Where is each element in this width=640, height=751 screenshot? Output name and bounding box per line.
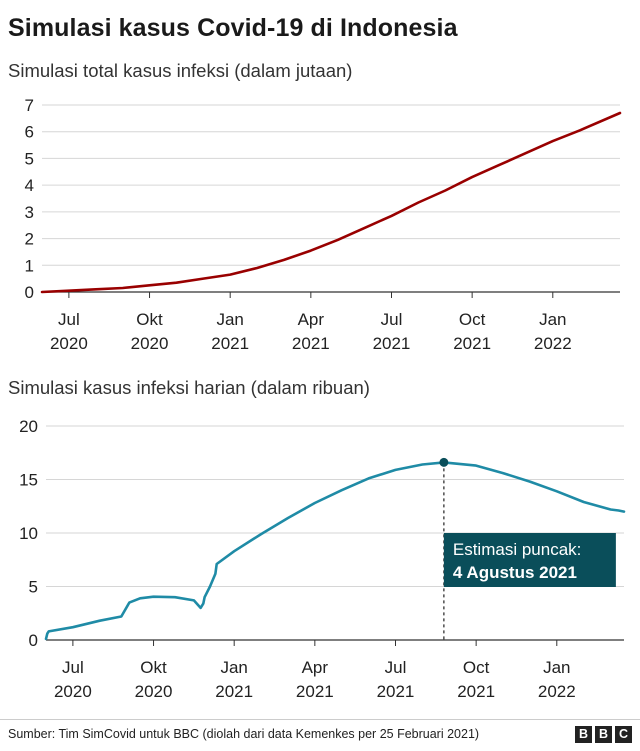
x-tick-label: Apr <box>298 310 325 329</box>
annotation-box <box>443 533 616 587</box>
x-tick-year: 2021 <box>377 682 415 701</box>
y-tick-label: 5 <box>25 149 34 168</box>
annotation-label: Estimasi puncak: <box>453 540 581 559</box>
x-tick-label: Jul <box>385 658 407 677</box>
x-tick-label: Jul <box>381 310 403 329</box>
x-tick-label: Okt <box>140 658 167 677</box>
x-tick-year: 2022 <box>534 334 572 353</box>
y-tick-label: 6 <box>25 123 34 142</box>
x-tick-year: 2021 <box>453 334 491 353</box>
total-cases-gridlines <box>42 104 620 293</box>
total-cases-subtitle: Simulasi total kasus infeksi (dalam juta… <box>8 60 353 81</box>
x-tick-year: 2022 <box>538 682 576 701</box>
x-tick-label: Jan <box>216 310 243 329</box>
daily-cases-series <box>44 461 626 641</box>
x-tick-year: 2020 <box>50 334 88 353</box>
daily-cases-subtitle: Simulasi kasus infeksi harian (dalam rib… <box>8 377 370 398</box>
y-tick-label: 0 <box>25 283 34 302</box>
bbc-logo: B B C <box>575 726 632 743</box>
x-tick-year: 2021 <box>211 334 249 353</box>
logo-letter: C <box>615 726 632 743</box>
y-tick-label: 10 <box>19 524 38 543</box>
y-tick-label: 0 <box>29 631 38 650</box>
x-tick-year: 2021 <box>373 334 411 353</box>
y-tick-label: 4 <box>25 176 34 195</box>
x-tick-label: Jan <box>543 658 570 677</box>
x-tick-year: 2021 <box>292 334 330 353</box>
x-tick-year: 2021 <box>457 682 495 701</box>
source-note: Sumber: Tim SimCovid untuk BBC (diolah d… <box>8 727 480 741</box>
total-cases-x-axis: Jul 2020 Okt 2020 Jan 2021 Apr 2021 Jul 2021 Oct 20… <box>50 292 572 353</box>
chart-title: Simulasi kasus Covid-19 di Indonesia <box>8 14 458 42</box>
peak-marker <box>439 457 449 467</box>
series-line <box>44 461 626 641</box>
daily-cases-y-axis: 0 5 10 15 20 <box>19 417 38 650</box>
series-line <box>40 111 622 294</box>
footer-divider <box>0 719 640 720</box>
daily-cases-x-axis: Jul 2020 Okt 2020 Jan 2021 Apr 2021 Jul 2021 Oct 20… <box>54 640 576 701</box>
x-tick-year: 2020 <box>135 682 173 701</box>
total-cases-y-axis: 0 1 2 3 4 5 6 7 <box>25 96 34 302</box>
y-tick-label: 15 <box>19 471 38 490</box>
y-tick-label: 1 <box>25 256 34 275</box>
x-tick-label: Jul <box>62 658 84 677</box>
x-tick-label: Okt <box>136 310 163 329</box>
x-tick-year: 2021 <box>215 682 253 701</box>
y-tick-label: 5 <box>29 578 38 597</box>
y-tick-label: 2 <box>25 230 34 249</box>
x-tick-label: Jul <box>58 310 80 329</box>
y-tick-label: 7 <box>25 96 34 115</box>
annotation-value: 4 Agustus 2021 <box>453 563 577 582</box>
x-tick-label: Oct <box>463 658 490 677</box>
x-tick-label: Apr <box>302 658 329 677</box>
x-tick-label: Jan <box>220 658 247 677</box>
peak-annotation: Estimasi puncak: 4 Agustus 2021 <box>439 457 616 640</box>
logo-letter: B <box>595 726 612 743</box>
x-tick-label: Jan <box>539 310 566 329</box>
total-cases-series <box>40 111 622 294</box>
y-tick-label: 20 <box>19 417 38 436</box>
x-tick-year: 2020 <box>131 334 169 353</box>
x-tick-label: Oct <box>459 310 486 329</box>
logo-letter: B <box>575 726 592 743</box>
x-tick-year: 2020 <box>54 682 92 701</box>
y-tick-label: 3 <box>25 203 34 222</box>
x-tick-year: 2021 <box>296 682 334 701</box>
